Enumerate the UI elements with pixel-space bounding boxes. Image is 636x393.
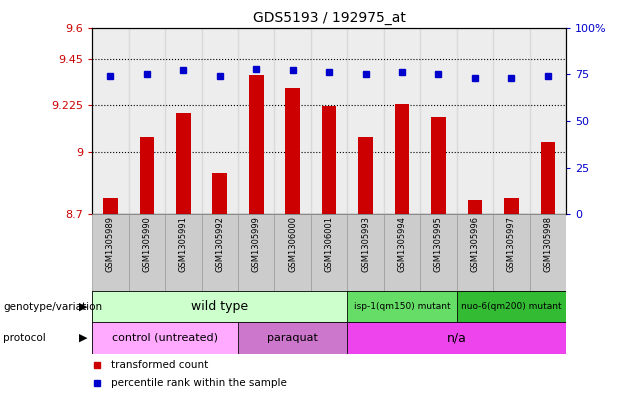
Text: genotype/variation: genotype/variation [3, 301, 102, 312]
Bar [212, 173, 227, 214]
Bar [322, 107, 336, 214]
Bar [249, 75, 263, 214]
Bar [431, 117, 446, 214]
Text: GSM1305996: GSM1305996 [471, 217, 480, 272]
Bar [347, 291, 457, 322]
Bar [384, 214, 420, 291]
Text: GSM1305994: GSM1305994 [398, 217, 406, 272]
Bar [420, 28, 457, 214]
Text: GSM1305990: GSM1305990 [142, 217, 151, 272]
Text: n/a: n/a [446, 331, 467, 345]
Bar [286, 88, 300, 214]
Text: transformed count: transformed count [111, 360, 209, 370]
Text: GSM1306001: GSM1306001 [324, 217, 334, 272]
Bar [493, 214, 530, 291]
Bar [275, 28, 311, 214]
Bar [165, 214, 202, 291]
Bar [202, 28, 238, 214]
Bar [530, 28, 566, 214]
Text: GSM1306000: GSM1306000 [288, 217, 297, 272]
Text: nuo-6(qm200) mutant: nuo-6(qm200) mutant [461, 302, 562, 311]
Bar [92, 291, 347, 322]
Text: isp-1(qm150) mutant: isp-1(qm150) mutant [354, 302, 450, 311]
Bar [140, 138, 154, 214]
Text: control (untreated): control (untreated) [112, 333, 218, 343]
Bar [92, 214, 128, 291]
Bar [238, 28, 275, 214]
Bar [92, 322, 238, 354]
Bar [165, 28, 202, 214]
Bar [347, 214, 384, 291]
Bar [541, 141, 555, 214]
Text: GSM1305991: GSM1305991 [179, 217, 188, 272]
Bar [420, 214, 457, 291]
Text: paraquat: paraquat [267, 333, 318, 343]
Text: GSM1305993: GSM1305993 [361, 217, 370, 272]
Bar [92, 28, 128, 214]
Bar [128, 214, 165, 291]
Bar [384, 28, 420, 214]
Bar [176, 112, 191, 214]
Text: GSM1305989: GSM1305989 [106, 217, 115, 272]
Text: ▶: ▶ [80, 333, 88, 343]
Bar [238, 322, 347, 354]
Bar [311, 28, 347, 214]
Bar [347, 322, 566, 354]
Bar [311, 214, 347, 291]
Bar [457, 291, 566, 322]
Bar [467, 200, 482, 214]
Text: GSM1305997: GSM1305997 [507, 217, 516, 272]
Text: GSM1305998: GSM1305998 [543, 217, 552, 272]
Bar [238, 214, 275, 291]
Bar [457, 214, 493, 291]
Text: protocol: protocol [3, 333, 46, 343]
Bar [504, 198, 519, 214]
Text: GSM1305992: GSM1305992 [216, 217, 225, 272]
Bar [457, 28, 493, 214]
Bar [103, 198, 118, 214]
Bar [395, 104, 410, 214]
Bar [275, 214, 311, 291]
Bar [202, 214, 238, 291]
Bar [358, 138, 373, 214]
Title: GDS5193 / 192975_at: GDS5193 / 192975_at [252, 11, 406, 25]
Text: wild type: wild type [191, 300, 248, 313]
Bar [128, 28, 165, 214]
Bar [493, 28, 530, 214]
Text: ▶: ▶ [80, 301, 88, 312]
Text: GSM1305999: GSM1305999 [252, 217, 261, 272]
Text: GSM1305995: GSM1305995 [434, 217, 443, 272]
Bar [530, 214, 566, 291]
Bar [347, 28, 384, 214]
Text: percentile rank within the sample: percentile rank within the sample [111, 378, 287, 388]
